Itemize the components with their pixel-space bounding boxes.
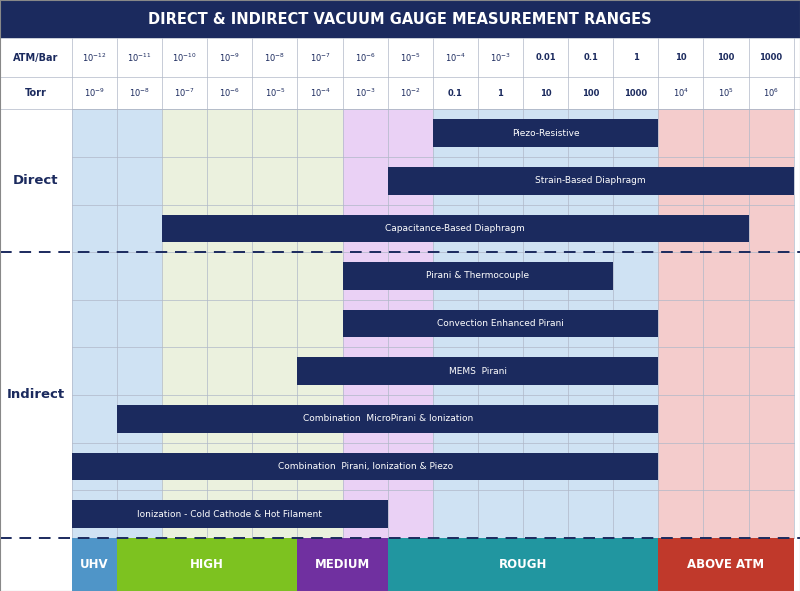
Text: $10^{-6}$: $10^{-6}$ xyxy=(219,87,240,99)
Bar xyxy=(388,167,794,194)
Bar xyxy=(0,538,72,591)
Bar xyxy=(117,538,298,591)
Text: DIRECT & INDIRECT VACUUM GAUGE MEASUREMENT RANGES: DIRECT & INDIRECT VACUUM GAUGE MEASUREME… xyxy=(148,12,652,27)
Bar xyxy=(388,538,658,591)
Text: Convection Enhanced Pirani: Convection Enhanced Pirani xyxy=(437,319,564,328)
Bar xyxy=(749,109,794,538)
Text: $10^{-11}$: $10^{-11}$ xyxy=(127,51,152,64)
Text: $10^{-2}$: $10^{-2}$ xyxy=(400,87,421,99)
Text: $10^{-9}$: $10^{-9}$ xyxy=(219,51,240,64)
Bar xyxy=(703,109,749,538)
Text: $10^{-4}$: $10^{-4}$ xyxy=(445,51,466,64)
Text: 100: 100 xyxy=(582,89,599,98)
Bar xyxy=(342,109,388,538)
Text: $10^{-12}$: $10^{-12}$ xyxy=(82,51,107,64)
Text: ABOVE ATM: ABOVE ATM xyxy=(687,558,765,571)
Text: 0.1: 0.1 xyxy=(583,53,598,62)
Bar xyxy=(72,538,117,591)
Text: $10^{-5}$: $10^{-5}$ xyxy=(265,87,286,99)
Bar xyxy=(117,109,162,538)
Text: $10^{5}$: $10^{5}$ xyxy=(718,87,734,99)
Text: ROUGH: ROUGH xyxy=(499,558,547,571)
Text: $10^{-7}$: $10^{-7}$ xyxy=(310,51,330,64)
Bar xyxy=(433,119,658,147)
Text: MEDIUM: MEDIUM xyxy=(315,558,370,571)
Bar xyxy=(72,500,388,528)
Text: $10^{-9}$: $10^{-9}$ xyxy=(84,87,105,99)
Text: $10^{-3}$: $10^{-3}$ xyxy=(354,87,376,99)
Bar xyxy=(388,109,433,538)
Bar xyxy=(478,109,523,538)
Text: Capacitance-Based Diaphragm: Capacitance-Based Diaphragm xyxy=(386,224,526,233)
Bar xyxy=(298,538,388,591)
Text: $10^{-8}$: $10^{-8}$ xyxy=(265,51,286,64)
Text: UHV: UHV xyxy=(80,558,109,571)
Bar xyxy=(0,109,72,538)
Bar xyxy=(523,109,568,538)
Text: 1000: 1000 xyxy=(759,53,782,62)
Text: Piezo-Resistive: Piezo-Resistive xyxy=(512,129,579,138)
Text: $10^{-4}$: $10^{-4}$ xyxy=(310,87,330,99)
Text: $10^{-10}$: $10^{-10}$ xyxy=(173,51,197,64)
Bar xyxy=(613,109,658,538)
Text: Ionization - Cold Cathode & Hot Filament: Ionization - Cold Cathode & Hot Filament xyxy=(138,509,322,518)
Bar xyxy=(117,405,658,433)
Text: 10: 10 xyxy=(540,89,551,98)
Bar xyxy=(162,215,749,242)
Text: $10^{-8}$: $10^{-8}$ xyxy=(129,87,150,99)
Text: 1000: 1000 xyxy=(624,89,647,98)
Bar xyxy=(568,109,614,538)
Bar xyxy=(342,262,614,290)
Text: Combination  Pirani, Ionization & Piezo: Combination Pirani, Ionization & Piezo xyxy=(278,462,453,471)
Text: $10^{-5}$: $10^{-5}$ xyxy=(400,51,421,64)
Bar xyxy=(658,109,703,538)
Bar xyxy=(0,38,72,109)
Text: Indirect: Indirect xyxy=(7,388,65,401)
Bar xyxy=(433,109,478,538)
Text: MEMS  Pirani: MEMS Pirani xyxy=(449,366,507,376)
Text: $10^{-6}$: $10^{-6}$ xyxy=(354,51,376,64)
Text: $10^{-7}$: $10^{-7}$ xyxy=(174,87,195,99)
Text: ATM/Bar: ATM/Bar xyxy=(14,53,58,63)
Text: Torr: Torr xyxy=(25,88,47,98)
Text: Strain-Based Diaphragm: Strain-Based Diaphragm xyxy=(535,176,646,185)
Text: Pirani & Thermocouple: Pirani & Thermocouple xyxy=(426,271,530,281)
Bar xyxy=(72,109,117,538)
Text: 1: 1 xyxy=(498,89,503,98)
Text: HIGH: HIGH xyxy=(190,558,224,571)
Text: Direct: Direct xyxy=(14,174,58,187)
Bar xyxy=(658,538,794,591)
Bar xyxy=(298,358,658,385)
Text: $10^{4}$: $10^{4}$ xyxy=(673,87,689,99)
Bar xyxy=(298,109,342,538)
Bar xyxy=(162,109,207,538)
Text: 100: 100 xyxy=(718,53,734,62)
Bar xyxy=(0,38,800,109)
Text: 0.01: 0.01 xyxy=(535,53,556,62)
Text: 10: 10 xyxy=(675,53,686,62)
Text: $10^{6}$: $10^{6}$ xyxy=(763,87,779,99)
Bar xyxy=(342,310,658,337)
Text: $10^{-3}$: $10^{-3}$ xyxy=(490,51,511,64)
Text: Combination  MicroPirani & Ionization: Combination MicroPirani & Ionization xyxy=(302,414,473,423)
Bar xyxy=(0,0,800,38)
Text: 1: 1 xyxy=(633,53,638,62)
Bar xyxy=(72,453,658,480)
Bar xyxy=(207,109,253,538)
Bar xyxy=(253,109,298,538)
Text: 0.1: 0.1 xyxy=(448,89,462,98)
